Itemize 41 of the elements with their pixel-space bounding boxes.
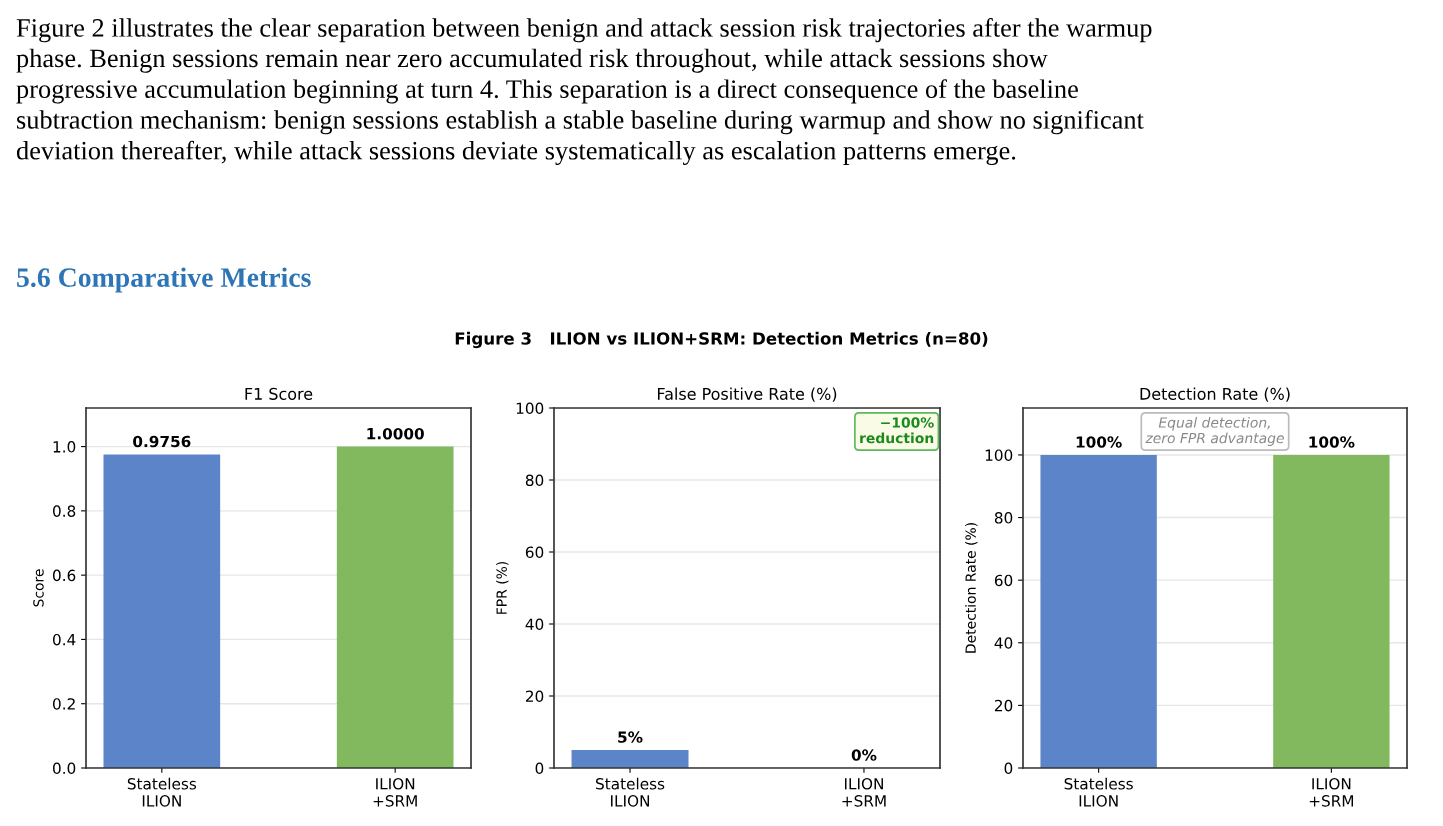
x-tick-label: ILION +SRM xyxy=(373,777,417,807)
data-label: 0.9756 xyxy=(133,435,191,448)
y-tick-label: 80 xyxy=(994,512,1013,524)
y-tick-label: 100 xyxy=(516,402,544,415)
y-axis-title: FPR (%) xyxy=(496,561,509,614)
y-tick-label: 1.0 xyxy=(53,441,76,453)
y-tick-label: 0.2 xyxy=(52,698,75,710)
chart-title: F1 Score xyxy=(245,387,313,400)
annotation: Equal detection, zero FPR advantage xyxy=(1145,417,1284,446)
y-tick-label: 0.8 xyxy=(52,505,76,517)
x-tick-label: ILION +SRM xyxy=(842,777,886,807)
y-tick-label: 100 xyxy=(985,449,1013,461)
chart-title: False Positive Rate (%) xyxy=(657,387,837,402)
y-tick-label: 40 xyxy=(994,637,1013,649)
y-axis-title: Detection Rate (%) xyxy=(965,523,978,653)
data-label: 1.0000 xyxy=(367,427,424,440)
text: 5.6 Comparative Metrics xyxy=(17,267,311,293)
x-tick-label: ILION +SRM xyxy=(1309,777,1354,807)
y-tick-label: 40 xyxy=(525,618,544,631)
y-tick-label: 0.6 xyxy=(52,569,76,582)
x-tick-label: Stateless ILION xyxy=(127,777,197,807)
y-tick-label: 20 xyxy=(525,690,544,703)
y-tick-label: 80 xyxy=(525,474,544,487)
annotation: −100% reduction xyxy=(860,417,934,444)
caption: Figure 2 illustrates the clear separation between benign and attack session risk trajectories after the warmup phase. Benign sessions remain near zero accumulated risk throughout, while attack sessions show progressive accumulation beginning at turn 4. This separation is a direct consequence of the baseline subtraction mechanism: benign sessions establish a stable baseline during warmup and show no significant deviation thereafter, while attack sessions deviate systematically as escalation patterns emerge. xyxy=(16,18,1152,166)
y-axis-title: Score xyxy=(33,569,44,607)
data-label: 100% xyxy=(1309,436,1355,448)
text: Figure 3 ILION vs ILION+SRM: Detection Metrics (n=80) xyxy=(455,331,988,349)
data-label: 0% xyxy=(851,749,877,761)
x-tick-label: Stateless ILION xyxy=(596,777,665,807)
y-tick-label: 60 xyxy=(994,574,1013,587)
chart-title: Detection Rate (%) xyxy=(1140,387,1290,402)
y-tick-label: 0 xyxy=(535,762,544,775)
data-label: 5% xyxy=(618,731,643,743)
y-tick-label: 0 xyxy=(1004,762,1013,775)
y-tick-label: 20 xyxy=(994,699,1013,712)
y-tick-label: 60 xyxy=(525,546,544,559)
x-tick-label: Stateless ILION xyxy=(1064,777,1133,807)
y-tick-label: 0.4 xyxy=(52,633,76,646)
y-tick-label: 0.0 xyxy=(52,762,76,775)
data-label: 100% xyxy=(1076,436,1122,448)
